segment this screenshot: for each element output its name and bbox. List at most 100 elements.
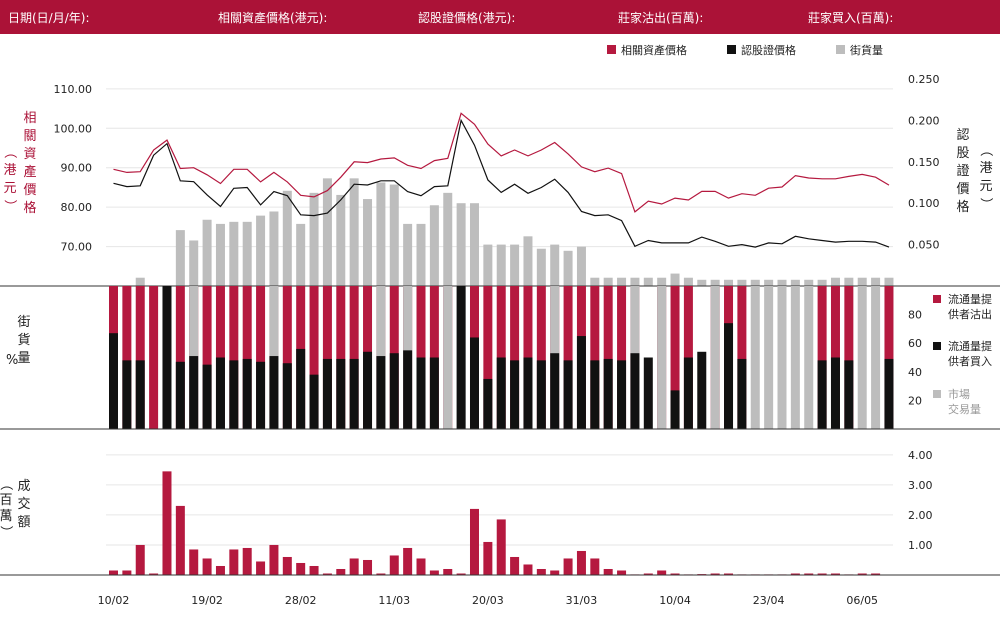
market-volume-bar — [750, 286, 760, 429]
outstanding-volume-bar — [777, 279, 787, 286]
turnover-bar — [389, 555, 399, 575]
x-tick-label: 19/02 — [191, 594, 223, 607]
outstanding-volume-bar — [443, 192, 453, 286]
outstanding-volume-bar — [242, 221, 252, 286]
lp-sell-bar — [309, 286, 319, 429]
turnover-bar — [429, 570, 439, 575]
outstanding-volume-bar — [683, 277, 693, 286]
turnover-bar — [830, 573, 840, 575]
lp-buy-bar — [175, 361, 185, 429]
turnover-bar — [643, 573, 653, 575]
lp-buy-bar — [122, 360, 132, 429]
turnover-axis-unit: 百 — [0, 493, 13, 508]
legend-swatch — [727, 45, 736, 54]
left-axis-title: 格 — [23, 200, 36, 216]
right-axis-title: 價 — [956, 182, 969, 197]
turnover-tick-label: 3.00 — [908, 479, 933, 492]
lp-sell-bar — [817, 286, 827, 429]
turnover-bar — [510, 556, 520, 575]
outstanding-volume-bar — [884, 277, 894, 286]
percent-tick-label: 20 — [908, 394, 922, 407]
lp-buy-bar — [162, 286, 172, 429]
lp-buy-bar — [202, 364, 212, 429]
turnover-bar — [550, 570, 560, 575]
turnover-bar — [175, 505, 185, 575]
lp-sell-bar — [670, 286, 680, 429]
lp-sell-bar — [563, 286, 573, 429]
mm-sell-label: 莊家沽出(百萬): — [618, 11, 704, 25]
left-axis-title: 相 — [23, 111, 36, 126]
left-tick-label: 100.00 — [54, 122, 93, 135]
turnover-bar — [296, 562, 306, 575]
lp-buy-bar — [256, 361, 266, 429]
lp-buy-bar — [229, 360, 239, 429]
lp-sell-bar — [175, 286, 185, 429]
outstanding-volume-bar — [617, 277, 627, 286]
percent-tick-label: 80 — [908, 309, 922, 322]
turnover-bar — [242, 547, 252, 575]
turnover-bar — [309, 565, 319, 575]
lp-sell-bar — [617, 286, 627, 429]
outstanding-volume-bar — [737, 279, 747, 286]
outstanding-volume-bar — [363, 199, 373, 286]
lp-buy-bar — [416, 357, 426, 429]
outstanding-volume-bar — [202, 219, 212, 286]
market-volume-bar — [871, 286, 881, 429]
turnover-bar — [229, 549, 239, 575]
outstanding-volume-bar — [429, 205, 439, 286]
lp-sell-bar — [603, 286, 613, 429]
left-axis-unit: 元 — [3, 181, 16, 196]
turnover-bar — [336, 568, 346, 575]
outstanding-volume-bar — [844, 277, 854, 286]
outstanding-volume-bar — [189, 240, 199, 286]
turnover-bar — [202, 558, 212, 575]
right-tick-label: 0.150 — [908, 156, 940, 169]
legend-label: 交易量 — [948, 402, 981, 416]
turnover-bar — [349, 558, 359, 575]
turnover-bar — [363, 559, 373, 575]
turnover-bar — [871, 573, 881, 575]
lp-buy-bar — [550, 353, 560, 429]
right-axis-unit: 港 — [979, 161, 992, 176]
legend-label: 流通量提 — [948, 339, 992, 353]
lp-buy-bar — [630, 353, 640, 429]
lp-buy-bar — [496, 357, 506, 429]
outstanding-volume-bar — [269, 211, 279, 286]
lp-buy-bar — [109, 333, 118, 429]
percent-tick-label: 60 — [908, 337, 922, 350]
outstanding-volume-bar — [563, 250, 573, 286]
x-tick-label: 10/04 — [659, 594, 691, 607]
legend-label: 供者買入 — [948, 354, 992, 368]
turnover-bar — [135, 544, 145, 575]
percent-axis-title: 街 — [17, 315, 30, 330]
x-tick-label: 06/05 — [846, 594, 878, 607]
lp-buy-bar — [429, 357, 439, 429]
turnover-axis-unit: （ — [0, 477, 13, 490]
lp-buy-bar — [322, 358, 332, 429]
turnover-bar — [469, 508, 479, 575]
legend-label: 街貨量 — [850, 43, 883, 57]
outstanding-volume-bar — [817, 279, 827, 286]
turnover-bar — [617, 570, 627, 575]
turnover-bar — [496, 519, 506, 575]
lp-buy-bar — [884, 358, 894, 429]
turnover-bar — [590, 558, 600, 575]
lp-sell-bar — [336, 286, 346, 429]
lp-sell-bar — [590, 286, 600, 429]
turnover-bar — [149, 573, 159, 575]
x-tick-label: 28/02 — [285, 594, 317, 607]
warrant-chart: 110.00 100.00 90.00 80.00 70.00 0.250 0.200 0.1… — [0, 43, 1000, 607]
right-tick-label: 0.100 — [908, 197, 940, 210]
outstanding-volume-bar — [469, 203, 479, 286]
outstanding-volume-bar — [456, 203, 466, 286]
lp-buy-bar — [724, 323, 734, 429]
outstanding-volume-bar — [630, 277, 640, 286]
outstanding-volume-bar — [389, 184, 399, 286]
turnover-bar — [657, 570, 667, 575]
turnover-bar — [443, 568, 453, 575]
outstanding-volume-bar — [416, 223, 426, 286]
outstanding-volume-bar — [215, 223, 225, 286]
right-tick-label: 0.250 — [908, 73, 940, 86]
warrant-price-line — [113, 118, 890, 248]
turnover-axis-title: 成 — [17, 479, 30, 494]
